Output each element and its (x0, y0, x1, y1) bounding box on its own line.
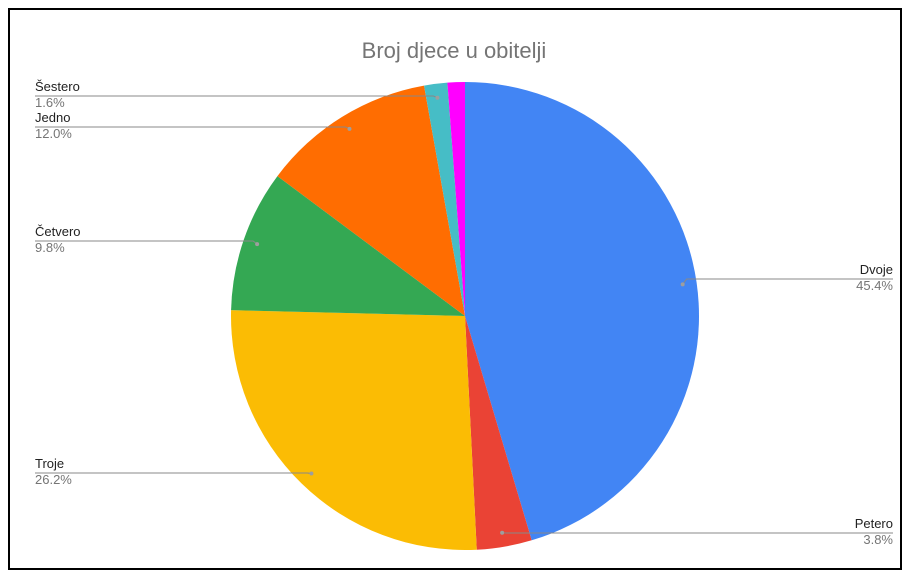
slice-percent: 3.8% (863, 532, 893, 547)
slice-label: Petero (855, 516, 893, 531)
pie-slice-četvero (231, 176, 465, 316)
slice-label: Dvoje (860, 262, 893, 277)
pie-slice-petero (465, 316, 532, 550)
slice-label: Četvero (35, 224, 81, 239)
chart-title: Broj djece u obitelji (361, 38, 547, 63)
leader-line (682, 278, 893, 285)
leader-dot (309, 471, 314, 476)
slice-percent: 12.0% (35, 126, 72, 141)
slice-label: Jedno (35, 110, 70, 125)
leader-dot (500, 530, 505, 535)
slice-label: Troje (35, 456, 64, 471)
pie-slice-dvoje (465, 82, 700, 541)
leader-line (35, 240, 258, 245)
pie-slice-troje (230, 310, 477, 551)
leader-dot (347, 126, 352, 131)
slice-percent: 1.6% (35, 95, 65, 110)
slice-percent: 26.2% (35, 472, 72, 487)
leader-dot (680, 282, 685, 287)
leader-line (35, 126, 350, 130)
leader-dot (255, 242, 260, 247)
pie-slice-šestero (424, 82, 465, 316)
slice-percent: 9.8% (35, 240, 65, 255)
pie-slice-unlabeled (447, 82, 465, 316)
leader-dot (435, 95, 440, 100)
pie-slice-jedno (277, 85, 465, 317)
leader-line (35, 95, 438, 99)
slice-percent: 45.4% (856, 278, 893, 293)
slice-label: Šestero (35, 79, 80, 94)
